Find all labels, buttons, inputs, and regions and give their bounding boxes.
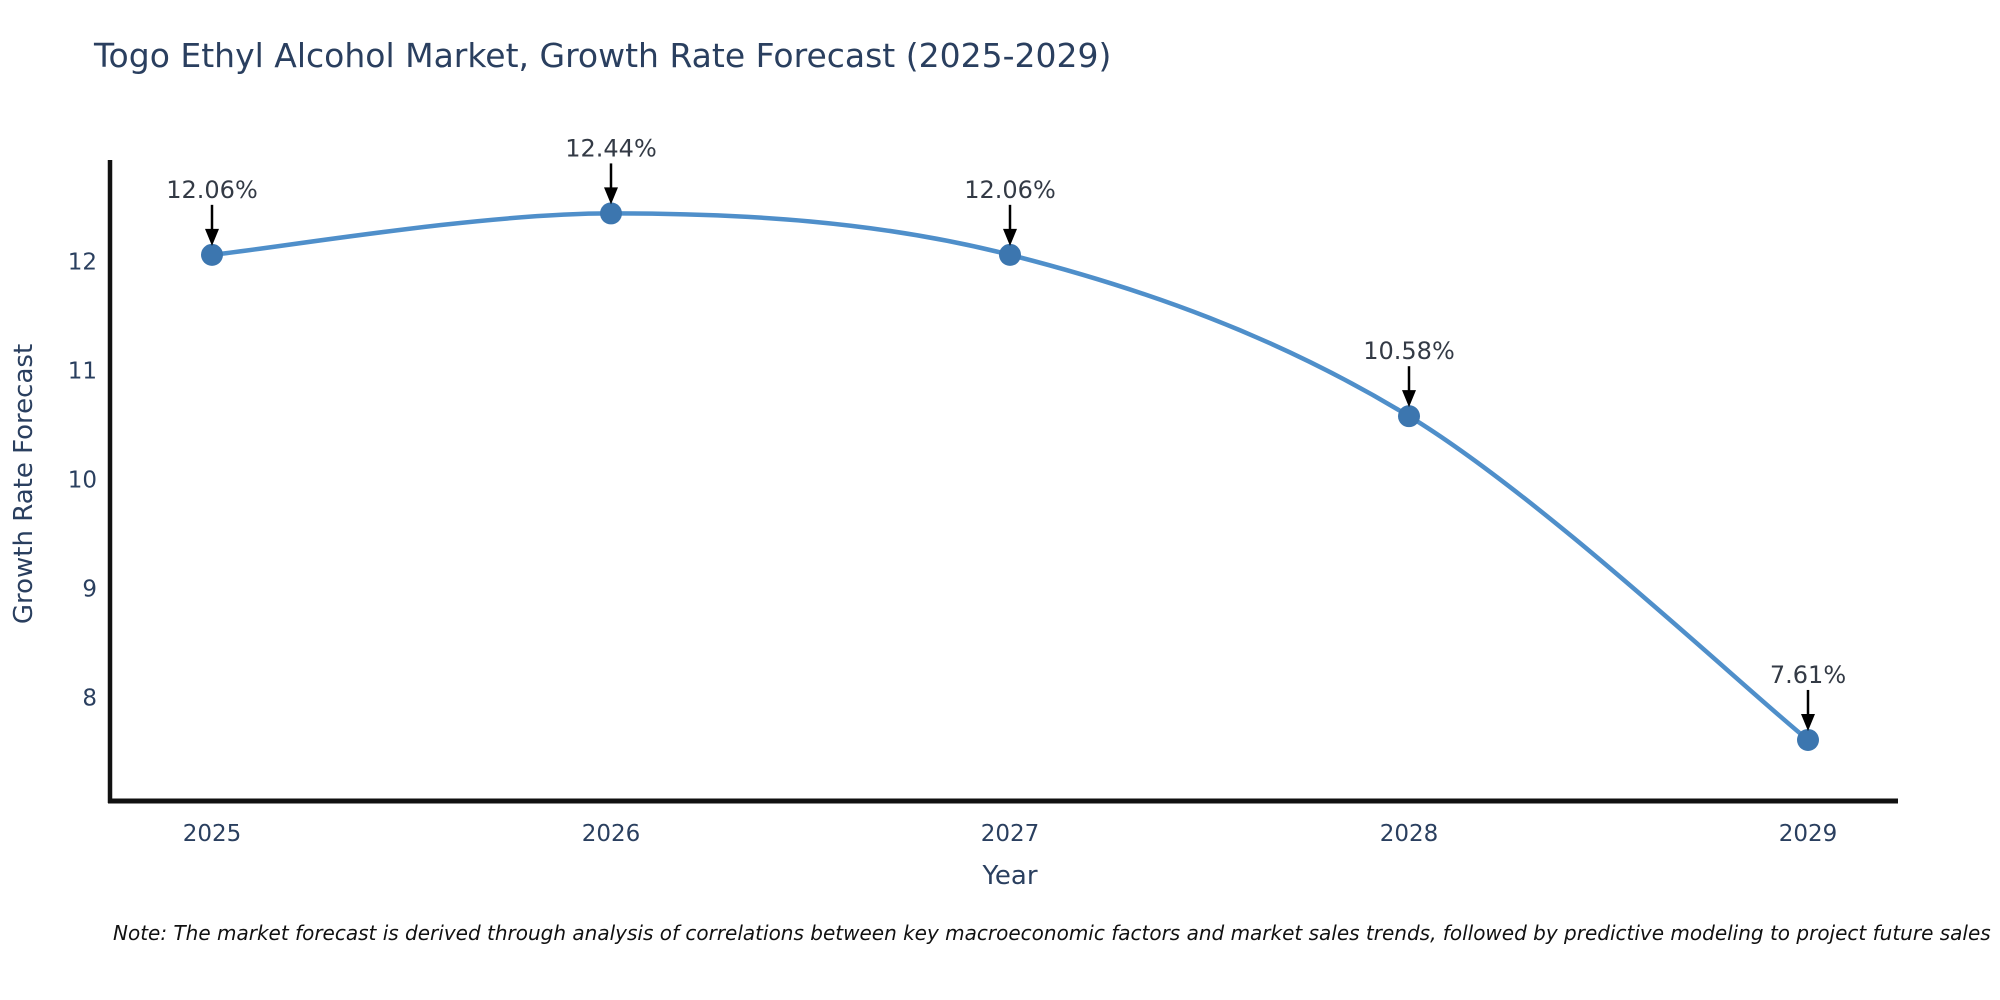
- x-tick-label: 2027: [981, 821, 1040, 847]
- data-point-2026: [600, 202, 622, 225]
- y-tick-label: 10: [68, 467, 97, 493]
- annotation-arrowhead-icon: [1801, 713, 1815, 731]
- x-tick-label: 2028: [1380, 821, 1439, 847]
- annotation-label: 10.58%: [1363, 337, 1455, 365]
- y-tick-label: 8: [82, 685, 97, 711]
- y-tick-label: 12: [68, 249, 97, 275]
- x-axis-title: Year: [981, 861, 1037, 891]
- footnote: Note: The market forecast is derived thr…: [113, 921, 1991, 945]
- annotation-label: 12.06%: [166, 176, 258, 204]
- data-point-2025: [201, 243, 223, 266]
- y-tick-label: 11: [68, 358, 97, 384]
- forecast-line: [209, 211, 1811, 743]
- y-axis-title: Growth Rate Forecast: [9, 344, 39, 624]
- data-point-2027: [999, 243, 1021, 266]
- y-tick-label: 9: [82, 576, 97, 602]
- data-point-2029: [1797, 728, 1819, 751]
- annotation-label: 7.61%: [1770, 661, 1846, 689]
- data-point-2028: [1398, 405, 1420, 428]
- annotation-label: 12.44%: [565, 134, 657, 162]
- annotation-arrowhead-icon: [604, 187, 618, 205]
- chart-title: Togo Ethyl Alcohol Market, Growth Rate F…: [94, 36, 1112, 75]
- x-tick-label: 2029: [1779, 821, 1838, 847]
- annotation-arrowhead-icon: [1003, 228, 1017, 246]
- x-tick-label: 2025: [183, 821, 242, 847]
- annotation-arrowhead-icon: [205, 228, 219, 246]
- annotation-label: 12.06%: [964, 176, 1056, 204]
- x-tick-label: 2026: [582, 821, 641, 847]
- annotation-arrowhead-icon: [1402, 390, 1416, 408]
